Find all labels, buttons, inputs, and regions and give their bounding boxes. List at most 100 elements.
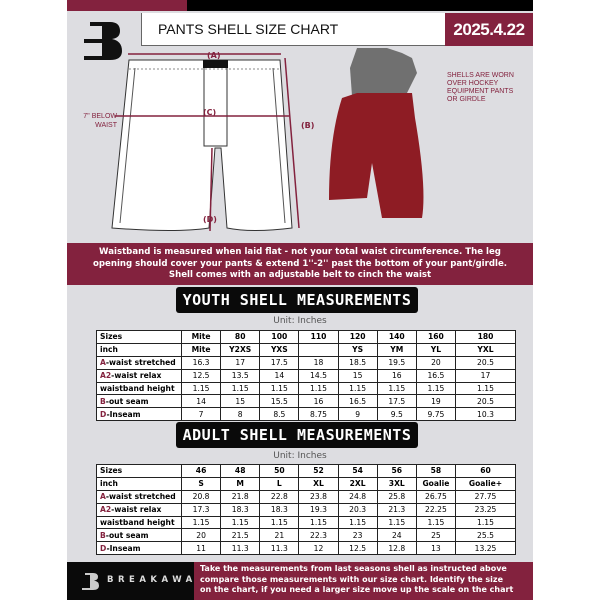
footer-instructions: Take the measurements from last seasons … [194, 562, 533, 600]
table-cell: 18.5 [337, 355, 378, 370]
table-cell: 17.5 [259, 355, 300, 370]
table-cell: 16 [376, 368, 417, 383]
table-cell: 21.5 [220, 528, 261, 543]
breakaway-logo [84, 22, 122, 60]
adult-size-table: Sizes 46 48 50 52 54 56 58 60 inch S M L XL 2XL 3XL Goal… [96, 464, 516, 556]
size-chart-page: PANTS SHELL SIZE CHART 2025.4.22 (A) (C)… [67, 0, 533, 600]
table-cell: 20.5 [455, 394, 516, 409]
row-label: B-out seam [96, 528, 182, 543]
table-cell: S [180, 476, 222, 491]
row-label: A-waist stretched [96, 355, 182, 370]
table-cell: 11.3 [220, 541, 261, 556]
table-cell: 22.3 [298, 528, 339, 543]
measure-name: -Inseam [106, 409, 141, 419]
measure-code: B [100, 530, 106, 540]
measure-code: A [100, 358, 106, 368]
table-row: D-Inseam 11 11.3 11.3 12 12.5 12.8 13 13.25 [96, 541, 516, 556]
measure-code: D [100, 543, 107, 553]
adult-unit-label: Unit: Inches [273, 451, 327, 461]
table-cell: YXS [259, 342, 300, 357]
banner-line: Shell comes with an adjustable belt to c… [168, 270, 432, 280]
table-row: A2-waist relax 12.5 13.5 14 14.5 15 16 16.5 17 [96, 368, 516, 383]
table-row: Sizes Mite 80 100 110 120 140 160 180 [96, 330, 516, 344]
table-cell: 20 [415, 355, 457, 370]
table-cell: 2XL [337, 476, 378, 491]
table-cell: 52 [298, 464, 339, 478]
table-cell: 14 [180, 394, 222, 409]
table-cell: 26.75 [415, 489, 457, 504]
table-cell: 23.25 [455, 502, 516, 517]
label-b: (B) [301, 121, 315, 130]
table-cell: 54 [337, 464, 378, 478]
measure-name: inch [100, 479, 118, 489]
table-cell: 17 [220, 355, 261, 370]
table-row: A-waist stretched 16.3 17 17.5 18 18.5 19.5 20 2… [96, 355, 516, 370]
row-label: Sizes [96, 464, 182, 478]
row-label: A-waist stretched [96, 489, 182, 504]
table-row: D-Inseam 7 8 8.5 8.75 9 9.5 9.75 10.3 [96, 407, 516, 422]
page-title: PANTS SHELL SIZE CHART [141, 13, 445, 46]
row-label: A2-waist relax [96, 368, 182, 383]
table-cell: 180 [455, 330, 516, 344]
table-cell: 1.15 [298, 515, 339, 530]
table-cell: 1.15 [180, 381, 222, 396]
table-cell: 100 [259, 330, 300, 344]
measure-name: -out seam [105, 396, 149, 406]
table-cell: 1.15 [220, 381, 261, 396]
note-line: SHELLS ARE WORN [447, 72, 514, 79]
table-cell: 23 [337, 528, 378, 543]
table-cell: 1.15 [259, 381, 300, 396]
table-cell: 60 [455, 464, 516, 478]
note-line: WAIST [95, 122, 117, 129]
table-cell: 19.3 [298, 502, 339, 517]
table-cell: 58 [415, 464, 457, 478]
note-line: OVER HOCKEY [447, 80, 499, 87]
table-cell: 17.5 [376, 394, 417, 409]
row-label: D-Inseam [96, 541, 182, 556]
table-cell: 8 [220, 407, 261, 422]
top-bar [187, 0, 533, 11]
table-cell: L [259, 476, 300, 491]
table-cell: 8.75 [298, 407, 339, 422]
row-label: waistband height [96, 515, 182, 530]
row-label: inch [96, 476, 182, 491]
table-cell: 12.5 [180, 368, 222, 383]
table-row: inch S M L XL 2XL 3XL Goalie Goalie+ [96, 476, 516, 491]
shorts-diagram [111, 48, 424, 232]
measure-name: waistband height [100, 518, 175, 527]
table-cell: 15 [220, 394, 261, 409]
table-cell: 1.15 [415, 381, 457, 396]
adult-section-title: ADULT SHELL MEASUREMENTS [176, 422, 418, 448]
top-bar-accent [67, 0, 187, 11]
table-cell: 10.3 [455, 407, 516, 422]
table-cell: 80 [220, 330, 261, 344]
table-cell: 16 [298, 394, 339, 409]
table-cell: 18 [298, 355, 339, 370]
footer-line: on the chart, if you need a larger size … [200, 585, 514, 594]
table-cell: Mite [180, 342, 222, 357]
table-cell: 20.5 [455, 355, 516, 370]
table-row: A2-waist relax 17.3 18.3 18.3 19.3 20.3 21.3 22… [96, 502, 516, 517]
table-cell: 22.8 [259, 489, 300, 504]
table-cell: 18.3 [220, 502, 261, 517]
table-cell: 25.8 [376, 489, 417, 504]
table-row: waistband height 1.15 1.15 1.15 1.15 1.15 1.15… [96, 381, 516, 396]
table-cell: 12 [298, 541, 339, 556]
measure-name: waistband height [100, 384, 175, 393]
table-cell: 7 [180, 407, 222, 422]
table-cell: 1.15 [376, 381, 417, 396]
table-cell: 160 [415, 330, 457, 344]
table-row: A-waist stretched 20.8 21.8 22.8 23.8 24.8 25.… [96, 489, 516, 504]
table-cell: 20.8 [180, 489, 222, 504]
youth-unit-label: Unit: Inches [273, 316, 327, 326]
note-c: 7'' BELOW WAIST [77, 112, 117, 130]
table-cell: 20.3 [337, 502, 378, 517]
table-cell: 19.5 [376, 355, 417, 370]
measure-name: -waist stretched [105, 492, 176, 502]
table-cell: 14 [259, 368, 300, 383]
table-cell: 48 [220, 464, 261, 478]
measure-code: D [100, 409, 107, 419]
table-cell: 23.8 [298, 489, 339, 504]
row-label: inch [96, 342, 182, 357]
table-cell: 17 [455, 368, 516, 383]
